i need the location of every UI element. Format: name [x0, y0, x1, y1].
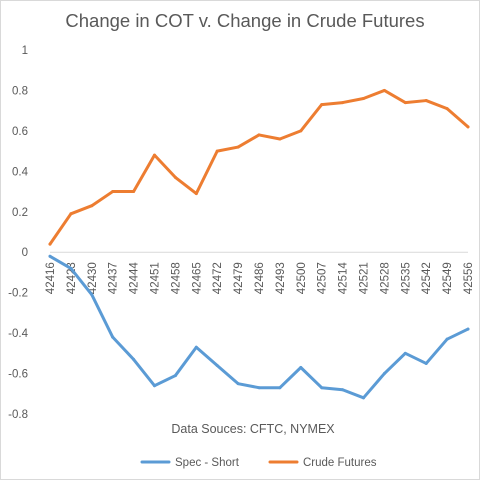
- data-point: [299, 129, 303, 133]
- x-tick-label: 42528: [379, 262, 391, 294]
- data-point: [132, 357, 136, 361]
- x-tick-label: 42486: [254, 262, 266, 294]
- y-tick-label: -0.2: [8, 288, 28, 300]
- data-point: [403, 101, 407, 105]
- data-point: [215, 363, 219, 367]
- legend-label: Spec - Short: [175, 457, 240, 469]
- y-tick-label: -0.6: [8, 369, 28, 381]
- data-point: [173, 175, 177, 179]
- data-point: [320, 103, 324, 107]
- data-point: [69, 212, 73, 216]
- data-point: [194, 345, 198, 349]
- y-tick-label: 0: [22, 247, 28, 259]
- y-tick-label: -0.8: [8, 409, 28, 421]
- data-point: [194, 192, 198, 196]
- y-tick-label: 0.6: [12, 126, 28, 138]
- series-line-1: [48, 88, 470, 246]
- data-point: [320, 386, 324, 390]
- x-tick-label: 42479: [233, 262, 245, 294]
- x-tick-label: 42507: [317, 262, 329, 294]
- data-point: [278, 386, 282, 390]
- data-point: [424, 99, 428, 103]
- data-point: [236, 382, 240, 386]
- data-point: [403, 351, 407, 355]
- x-tick-label: 42535: [400, 262, 412, 294]
- series-lines: [48, 88, 470, 400]
- data-point: [132, 190, 136, 194]
- y-tick-label: 0.2: [12, 207, 28, 219]
- data-point: [111, 335, 115, 339]
- x-axis-ticks: 42416 42423 42430 42437 42444 42451 42458 42465…: [45, 262, 475, 295]
- y-tick-label: 0.8: [12, 85, 28, 97]
- data-point: [215, 149, 219, 153]
- x-tick-label: 42556: [463, 262, 475, 294]
- data-point: [48, 254, 52, 258]
- data-point: [466, 327, 470, 331]
- x-tick-label: 42521: [359, 262, 371, 294]
- x-tick-label: 42472: [212, 262, 224, 294]
- legend: Spec - Short Crude Futures: [140, 457, 377, 469]
- x-tick-label: 42465: [191, 262, 203, 294]
- x-tick-label: 42549: [442, 262, 454, 294]
- data-point: [153, 153, 156, 157]
- x-tick-label: 42430: [87, 262, 99, 294]
- data-source-note: Data Souces: CFTC, NYMEX: [171, 422, 335, 436]
- data-point: [236, 145, 240, 149]
- data-point: [466, 125, 470, 129]
- data-point: [299, 365, 303, 369]
- data-point: [445, 107, 449, 111]
- y-axis-ticks: 1 0.8 0.6 0.4 0.2 0 -0.2 -0.4 -0.6 -0.8: [8, 45, 28, 421]
- data-point: [362, 97, 365, 101]
- data-point: [111, 190, 115, 194]
- data-point: [424, 361, 428, 365]
- data-point: [69, 266, 73, 270]
- x-tick-label: 42423: [66, 262, 78, 294]
- chart-title: Change in COT v. Change in Crude Futures: [65, 10, 424, 31]
- data-point: [341, 388, 345, 392]
- x-tick-label: 42451: [150, 262, 162, 294]
- x-tick-label: 42542: [421, 262, 433, 294]
- data-point: [278, 137, 282, 141]
- data-point: [153, 384, 156, 388]
- y-tick-label: 0.4: [12, 166, 29, 178]
- y-tick-label: -0.4: [8, 328, 28, 340]
- data-point: [341, 101, 345, 105]
- x-tick-label: 42416: [45, 262, 57, 294]
- x-tick-label: 42514: [338, 262, 350, 295]
- x-tick-label: 42458: [170, 262, 182, 294]
- data-point: [445, 337, 449, 341]
- data-point: [257, 386, 261, 390]
- data-point: [362, 396, 365, 400]
- x-tick-label: 42444: [129, 262, 141, 295]
- data-point: [90, 293, 94, 297]
- data-point: [257, 133, 261, 137]
- data-point: [173, 374, 177, 378]
- data-point: [382, 88, 386, 92]
- x-tick-label: 42493: [275, 262, 287, 294]
- y-tick-label: 1: [22, 45, 28, 57]
- legend-label: Crude Futures: [303, 457, 377, 469]
- x-tick-label: 42437: [108, 262, 120, 294]
- data-point: [90, 204, 94, 208]
- data-point: [382, 372, 386, 376]
- data-point: [48, 242, 52, 246]
- x-tick-label: 42500: [296, 262, 308, 294]
